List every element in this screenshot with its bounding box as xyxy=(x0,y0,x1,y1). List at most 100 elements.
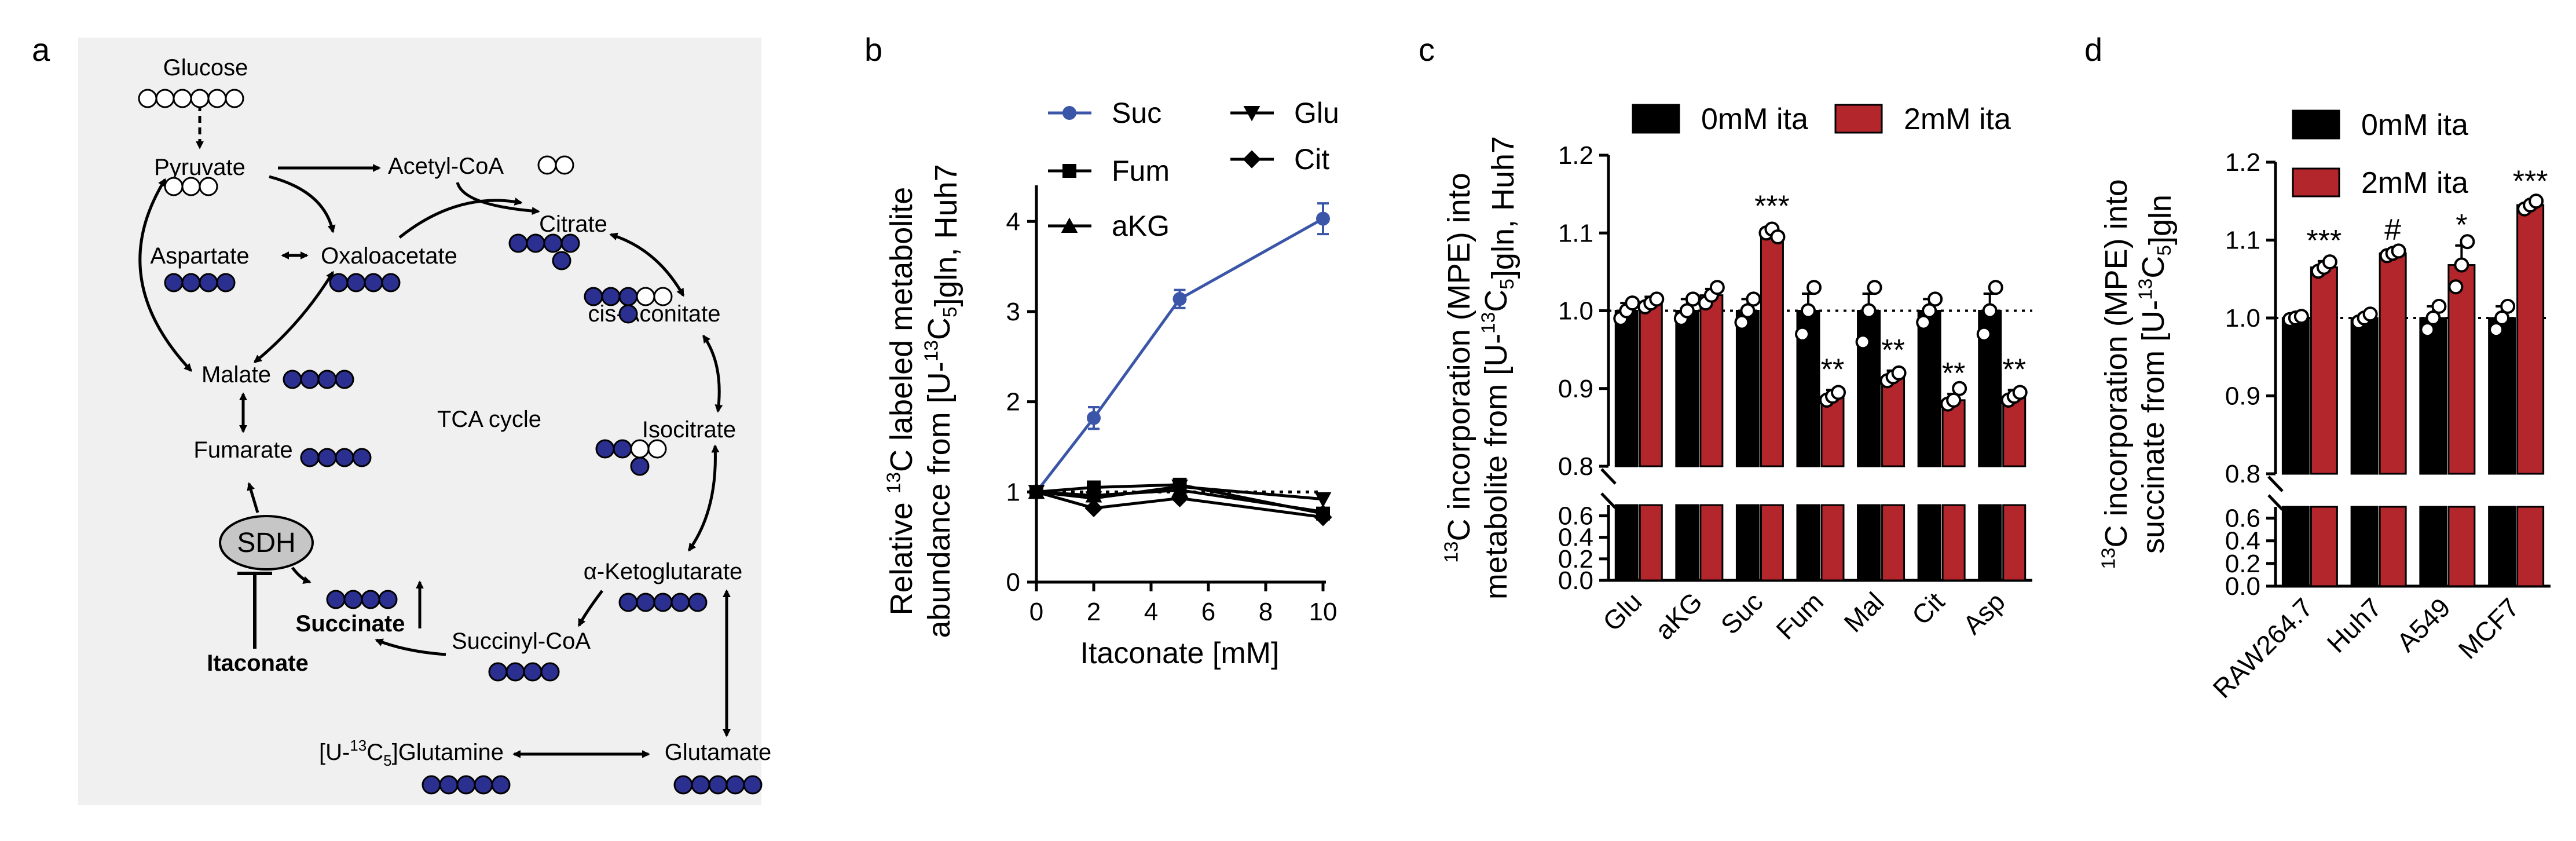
c-replicate-point xyxy=(1746,291,1761,307)
label-acetylcoa: Acetyl-CoA xyxy=(388,153,504,179)
c-replicate-point xyxy=(1867,280,1882,295)
panel-label-a: a xyxy=(32,31,50,68)
b-point-Glu xyxy=(1085,491,1102,507)
pyruvate-carbons-atom xyxy=(164,177,184,196)
d-x-tick-label: MCF7 xyxy=(2452,592,2524,664)
d-replicate-point xyxy=(2391,243,2406,259)
fumarate-carbons-atom xyxy=(317,448,337,467)
c-bar-ita xyxy=(1760,232,1784,467)
succinylcoa-carbons-atom xyxy=(488,662,508,682)
b-x-tick-label: 4 xyxy=(1144,598,1158,626)
b-x-tick-label: 8 xyxy=(1259,598,1273,626)
oxaloacetate-carbons-atom xyxy=(381,273,401,292)
glucose-carbons-atom xyxy=(173,89,192,108)
b-x-tick-label: 10 xyxy=(1309,598,1338,626)
label-glucose: Glucose xyxy=(163,55,248,81)
citrate-carbons-atom xyxy=(543,233,563,253)
c-replicate-point xyxy=(1946,392,1962,408)
b-series-line-Suc xyxy=(1035,217,1324,493)
d-replicate-point xyxy=(2494,310,2510,326)
c-y-tick-label: 0.4 xyxy=(1558,524,1593,552)
d-replicate-point xyxy=(2529,193,2544,209)
d-significance: # xyxy=(2384,213,2401,247)
c-x-tick-label: Glu xyxy=(1597,586,1647,637)
c-x-tick-label: Asp xyxy=(1957,586,2011,640)
c-legend-label: 0mM ita xyxy=(1701,103,1808,136)
oxaloacetate-carbons-atom xyxy=(346,273,366,292)
c-bar-lower-ita xyxy=(1941,504,1966,582)
d-legend-swatch xyxy=(2292,167,2340,198)
b-legend-marker-Glu xyxy=(1243,106,1260,122)
c-bar-ctrl xyxy=(1917,310,1941,467)
c-bar-lower-ctrl xyxy=(1614,504,1639,582)
d-x-tick-label: Huh7 xyxy=(2321,592,2388,659)
c-y-tick-label: 0.8 xyxy=(1558,452,1593,481)
d-replicate-point xyxy=(2425,310,2441,326)
arrow-citrate-cisaconitate xyxy=(609,232,685,297)
d-replicate-point xyxy=(2454,257,2469,273)
d-bar-lower-ita xyxy=(2379,506,2407,587)
d-replicate-point xyxy=(2431,298,2447,314)
d-replicate-point xyxy=(2460,234,2475,250)
oxaloacetate-carbons-atom xyxy=(364,273,383,292)
b-y-tick-label: 0 xyxy=(1006,568,1020,597)
pyruvate-carbons-atom xyxy=(199,177,218,196)
b-series-line-Cit xyxy=(1036,490,1324,519)
glutamate-carbons-atom xyxy=(743,775,763,795)
d-bar-ctrl xyxy=(2488,317,2516,475)
label-citrate: Citrate xyxy=(539,211,607,237)
d-legend-label: 0mM ita xyxy=(2361,108,2468,142)
chart-b: 0 1 2 3 4 0 2 4 6 8 10 Itaconate [mM] Relative 13C l… xyxy=(883,97,1339,670)
d-bar-lower-ita xyxy=(2447,506,2476,587)
akg-carbons-atom xyxy=(670,593,690,612)
b-y-axis-label-line1: Relative 13C labeled metabolite xyxy=(883,187,919,616)
succinate-carbons-atom xyxy=(326,590,346,609)
b-legend-label-Fum: Fum xyxy=(1112,155,1170,187)
d-bar-lower-ita xyxy=(2516,506,2545,587)
label-itaconate: Itaconate xyxy=(207,650,309,676)
arrow-pyruvate-oxaloacetate xyxy=(269,175,336,233)
citrate-carbons-atom xyxy=(526,233,545,253)
b-y-axis-label-line2: abundance from [U-13C5]gln, Huh7 xyxy=(921,164,963,638)
c-bar-ita xyxy=(2002,395,2027,467)
c-bar-ita xyxy=(1881,376,1906,467)
c-bar-ctrl xyxy=(1675,310,1699,467)
d-bar-ctrl xyxy=(2350,317,2379,475)
c-bar-lower-ita xyxy=(1760,504,1784,582)
c-x-tick-label: Mal xyxy=(1838,586,1889,638)
b-legend-label-Glu: Glu xyxy=(1294,97,1339,129)
chart-c: 0.8 0.9 1.0 1.1 1.2 0.00.20.40.6 Glu aKG *** Suc *… xyxy=(1441,103,2032,645)
d-y-tick-label: 0.9 xyxy=(2225,382,2260,411)
d-y-tick-label: 0.0 xyxy=(2225,572,2260,601)
d-bar-lower-ctrl xyxy=(2419,506,2447,587)
b-point-Glu xyxy=(1171,479,1188,495)
c-legend-label: 2mM ita xyxy=(1904,103,2011,136)
c-bar-lower-ita xyxy=(1820,504,1845,582)
c-bar-lower-ita xyxy=(1699,504,1724,582)
c-bar-lower-ctrl xyxy=(1857,504,1881,582)
pathway-background xyxy=(78,38,761,805)
c-replicate-point xyxy=(1976,326,1992,342)
glutamine-carbons-atom xyxy=(491,775,511,795)
b-point-Suc xyxy=(1316,211,1330,226)
b-legend-marker-Suc xyxy=(1062,106,1076,120)
d-bar-ita xyxy=(2310,266,2338,475)
d-legend-swatch xyxy=(2292,109,2340,140)
c-replicate-point xyxy=(1679,303,1695,319)
b-x-tick-label: 0 xyxy=(1029,598,1043,626)
akg-carbons-atom xyxy=(618,593,638,612)
citrate-carbons-atom xyxy=(560,233,580,253)
d-y-tick-label: 0.2 xyxy=(2225,550,2260,578)
c-replicate-point xyxy=(1685,291,1701,307)
succinylcoa-carbons-atom xyxy=(505,662,525,682)
fumarate-carbons-atom xyxy=(300,448,320,467)
c-significance: *** xyxy=(1754,190,1790,224)
c-bar-lower-ctrl xyxy=(1735,504,1760,582)
cisaconitate-carbons-atom xyxy=(636,287,655,306)
b-point-Cit xyxy=(1314,508,1332,526)
b-legend-label-Cit: Cit xyxy=(1294,143,1329,175)
chart-d: 0.8 0.9 1.0 1.1 1.2 0.00.20.40.6 *** RAW264.7 # H… xyxy=(2098,108,2551,704)
isocitrate-carbons-atom xyxy=(613,439,632,459)
c-y-tick-label: 1.0 xyxy=(1558,297,1593,326)
